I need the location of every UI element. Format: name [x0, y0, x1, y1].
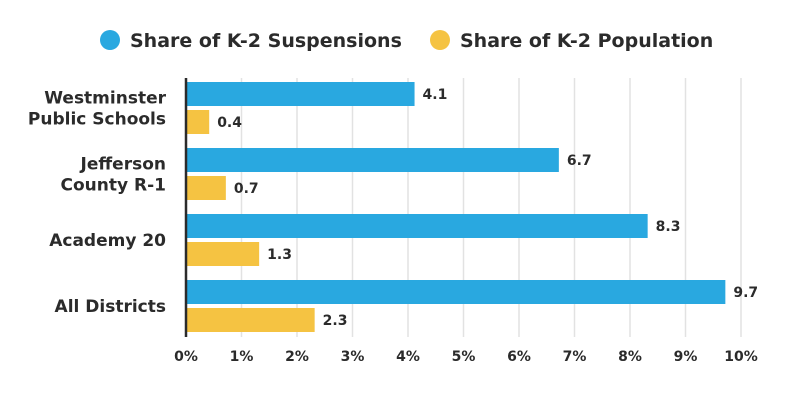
data-label: 1.3 — [267, 247, 292, 263]
x-tick-label: 7% — [563, 349, 587, 365]
x-tick-labels: 0% 1% 2% 3% 4% 5% 6% 7% 8% 9% 10% — [174, 349, 758, 365]
x-tick-label: 5% — [452, 349, 476, 365]
x-tick-label: 0% — [174, 349, 198, 365]
data-label: 2.3 — [323, 313, 348, 329]
data-label: 0.7 — [234, 181, 259, 197]
x-tick-label: 10% — [724, 349, 758, 365]
bar-suspensions — [187, 82, 415, 106]
legend-label: Share of K-2 Suspensions — [130, 30, 402, 52]
category-label: Academy 20 — [49, 231, 166, 251]
x-tick-label: 8% — [618, 349, 642, 365]
data-label: 9.7 — [733, 285, 758, 301]
bar-suspensions — [187, 148, 559, 172]
data-label: 6.7 — [567, 153, 592, 169]
bar-population — [187, 308, 315, 332]
legend: Share of K-2 Suspensions Share of K-2 Pop… — [100, 30, 713, 52]
bar-suspensions — [187, 214, 648, 238]
legend-label: Share of K-2 Population — [460, 30, 713, 52]
x-tick-label: 9% — [674, 349, 698, 365]
gridlines — [240, 78, 742, 337]
data-label: 0.4 — [217, 115, 242, 131]
x-tick-label: 6% — [507, 349, 531, 365]
category-label: Public Schools — [28, 110, 166, 130]
legend-swatch — [430, 30, 450, 50]
bar-population — [187, 110, 210, 134]
bar-population — [187, 176, 226, 200]
data-label: 4.1 — [423, 87, 448, 103]
x-tick-label: 3% — [341, 349, 365, 365]
category-label: All Districts — [55, 297, 166, 317]
bar-suspensions — [187, 280, 726, 304]
x-tick-label: 1% — [230, 349, 254, 365]
category-label: County R-1 — [61, 176, 166, 196]
x-tick-label: 2% — [285, 349, 309, 365]
category-label: Jefferson — [80, 155, 166, 175]
data-label: 8.3 — [656, 219, 681, 235]
x-tick-label: 4% — [396, 349, 420, 365]
bar-population — [187, 242, 260, 266]
bars: 4.1 0.4 6.7 0.7 8.3 1.3 9.7 2.3 — [187, 82, 758, 332]
legend-swatch — [100, 30, 120, 50]
category-label: Westminster — [44, 89, 166, 109]
